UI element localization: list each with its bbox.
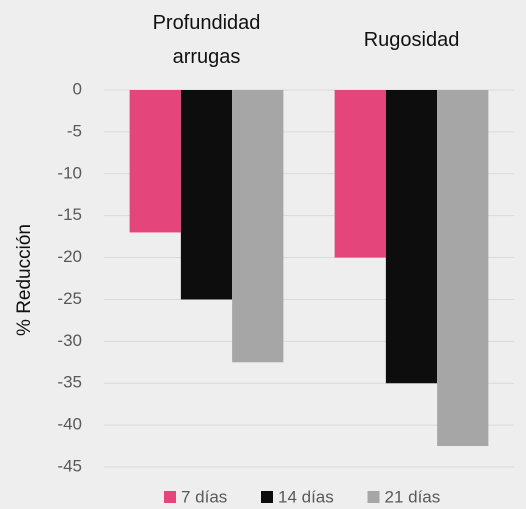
- y-tick-label: -30: [57, 331, 82, 350]
- legend-swatch: [261, 491, 273, 503]
- y-tick-label: -25: [57, 289, 82, 308]
- y-tick-label: -35: [57, 373, 82, 392]
- y-tick-label: -5: [67, 121, 82, 140]
- legend-label: 21 días: [385, 487, 441, 506]
- bar: [437, 90, 489, 447]
- bar: [232, 90, 284, 363]
- category-label: Profundidad arrugas: [152, 12, 261, 68]
- y-tick-label: -15: [57, 205, 82, 224]
- y-tick-label: 0: [73, 79, 82, 98]
- category-label: Rugosidad: [363, 29, 460, 51]
- bar: [180, 90, 233, 300]
- legend-label: 14 días: [278, 487, 334, 506]
- y-tick-label: -10: [57, 163, 82, 182]
- legend-swatch: [164, 491, 176, 503]
- bar: [129, 90, 181, 233]
- y-tick-label: -45: [57, 456, 82, 475]
- y-tick-label: -40: [57, 415, 82, 434]
- legend-swatch: [367, 491, 380, 503]
- bar: [385, 90, 438, 384]
- y-axis-label: % Reducción: [14, 224, 35, 336]
- legend-label: 7 días: [181, 487, 227, 506]
- bar: [334, 90, 386, 258]
- y-tick-label: -20: [57, 247, 82, 266]
